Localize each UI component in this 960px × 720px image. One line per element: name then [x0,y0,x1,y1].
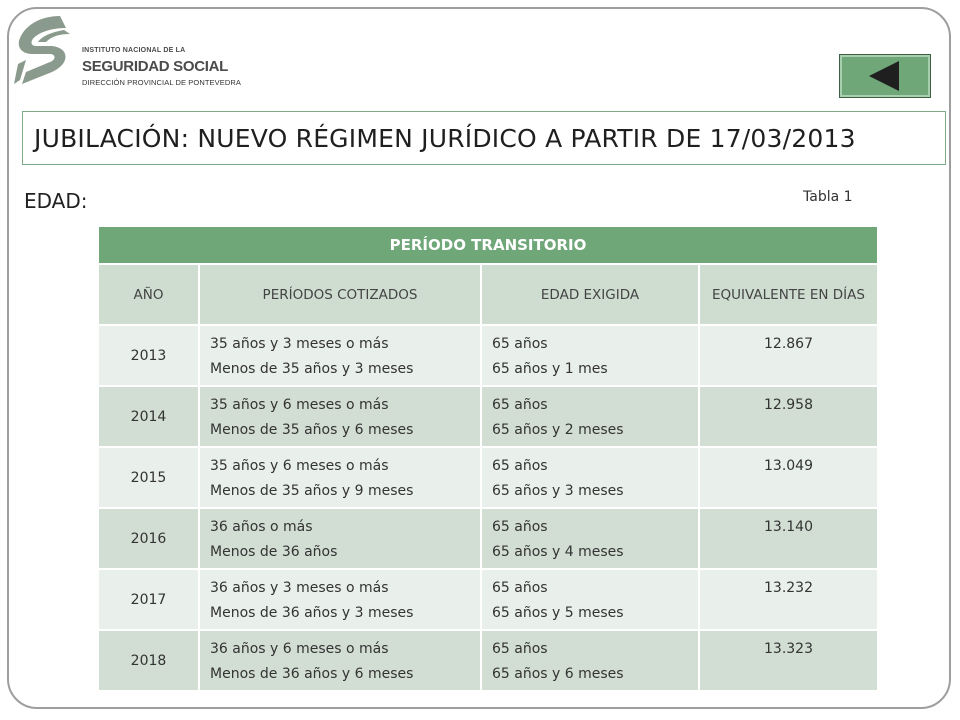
age-line: 65 años [492,336,548,352]
page-title: JUBILACIÓN: NUEVO RÉGIMEN JURÍDICO A PAR… [34,123,856,153]
age-line: 65 años y 2 meses [492,422,624,438]
year-cell: 2017 [97,568,200,631]
periods-line: 35 años y 6 meses o más [210,397,389,413]
periods-cell: 35 años y 6 meses o más Menos de 35 años … [198,385,482,448]
days-cell: 12.867 [698,324,879,387]
table-row: 2015 35 años y 6 meses o más Menos de 35 … [97,446,879,509]
back-button[interactable] [839,54,931,98]
logo-institute-line: INSTITUTO NACIONAL DE LA [82,47,186,54]
year-cell: 2016 [97,507,200,570]
table-row: 2016 36 años o más Menos de 36 años 65 añ… [97,507,879,570]
section-label: EDAD: [24,189,88,213]
table-caption: Tabla 1 [803,189,853,205]
periods-line: Menos de 36 años [210,544,338,560]
periods-line: 36 años o más [210,519,313,535]
periods-cell: 36 años y 6 meses o más Menos de 36 años … [198,629,482,692]
days-cell: 12.958 [698,385,879,448]
age-cell: 65 años 65 años y 4 meses [480,507,700,570]
periods-cell: 36 años o más Menos de 36 años [198,507,482,570]
age-cell: 65 años 65 años y 1 mes [480,324,700,387]
age-line: 65 años y 6 meses [492,666,624,682]
year-cell: 2014 [97,385,200,448]
periods-line: Menos de 35 años y 9 meses [210,483,414,499]
days-cell: 13.140 [698,507,879,570]
column-header-periods: PERÍODOS COTIZADOS [198,263,482,326]
age-line: 65 años y 3 meses [492,483,624,499]
table-row: 2017 36 años y 3 meses o más Menos de 36 … [97,568,879,631]
column-header-year: AÑO [97,263,200,326]
periods-line: Menos de 36 años y 3 meses [210,605,414,621]
periods-line: Menos de 35 años y 6 meses [210,422,414,438]
age-line: 65 años [492,458,548,474]
periods-cell: 36 años y 3 meses o más Menos de 36 años … [198,568,482,631]
periods-cell: 35 años y 6 meses o más Menos de 35 años … [198,446,482,509]
table-row: 2013 35 años y 3 meses o más Menos de 35 … [97,324,879,387]
periods-line: Menos de 35 años y 3 meses [210,361,414,377]
age-line: 65 años y 5 meses [492,605,624,621]
days-cell: 13.049 [698,446,879,509]
periods-cell: 35 años y 3 meses o más Menos de 35 años … [198,324,482,387]
age-line: 65 años [492,397,548,413]
periods-line: 36 años y 3 meses o más [210,580,389,596]
column-header-age: EDAD EXIGIDA [480,263,700,326]
logo-brand-name: SEGURIDAD SOCIAL [82,58,229,75]
age-cell: 65 años 65 años y 6 meses [480,629,700,692]
days-cell: 13.323 [698,629,879,692]
age-cell: 65 años 65 años y 5 meses [480,568,700,631]
column-header-days: EQUIVALENTE EN DÍAS [698,263,879,326]
year-cell: 2015 [97,446,200,509]
periods-line: 36 años y 6 meses o más [210,641,389,657]
inss-logo: INSTITUTO NACIONAL DE LA SEGURIDAD SOCIA… [12,14,252,94]
age-cell: 65 años 65 años y 3 meses [480,446,700,509]
age-line: 65 años y 1 mes [492,361,608,377]
periods-line: Menos de 36 años y 6 meses [210,666,414,682]
age-line: 65 años y 4 meses [492,544,624,560]
days-cell: 13.232 [698,568,879,631]
logo-subtitle: DIRECCIÓN PROVINCIAL DE PONTEVEDRA [82,78,241,87]
year-cell: 2013 [97,324,200,387]
table-heading: PERÍODO TRANSITORIO [97,225,879,265]
age-line: 65 años [492,519,548,535]
title-box: JUBILACIÓN: NUEVO RÉGIMEN JURÍDICO A PAR… [22,111,946,165]
table-row: 2014 35 años y 6 meses o más Menos de 35 … [97,385,879,448]
age-cell: 65 años 65 años y 2 meses [480,385,700,448]
age-line: 65 años [492,641,548,657]
back-triangle-icon [869,61,899,91]
transition-period-table: PERÍODO TRANSITORIO AÑO PERÍODOS COTIZAD… [97,225,879,692]
year-cell: 2018 [97,629,200,692]
age-line: 65 años [492,580,548,596]
inss-emblem-icon [14,16,70,84]
table-row: 2018 36 años y 6 meses o más Menos de 36 … [97,629,879,692]
periods-line: 35 años y 3 meses o más [210,336,389,352]
periods-line: 35 años y 6 meses o más [210,458,389,474]
